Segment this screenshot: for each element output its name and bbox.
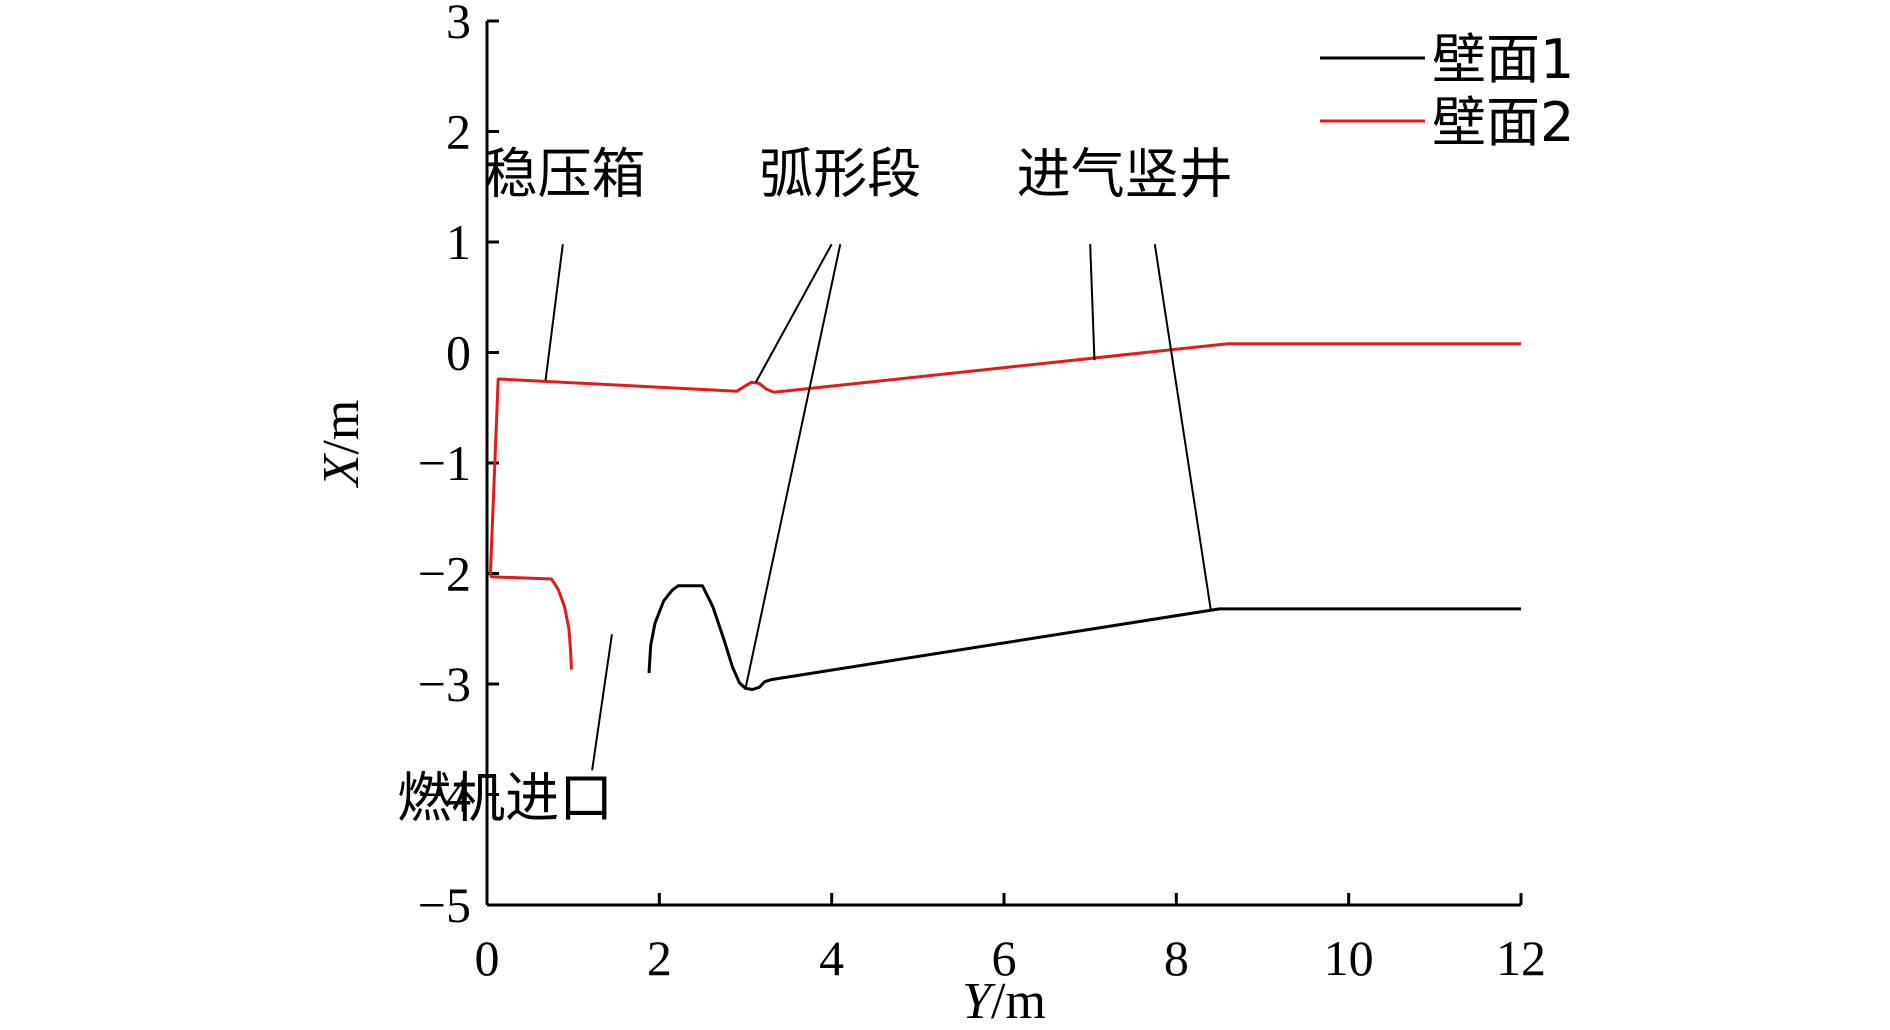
x-axis-title: Y/m	[962, 973, 1046, 1030]
leader-line-intake-shaft	[1089, 244, 1096, 361]
y-tick-label: 1	[446, 214, 471, 270]
x-tick-label: 0	[475, 930, 500, 986]
y-ticks: 3 2 1 0 −1 −2 −3 −4 −5	[418, 0, 499, 933]
x-ticks: 0 2 4 6 8 10 12	[475, 893, 1546, 986]
x-tick-label: 2	[647, 930, 672, 986]
x-tick-label: 10	[1324, 930, 1374, 986]
annotation-arc-section: 弧形段	[759, 142, 921, 205]
y-tick-label: −5	[418, 877, 471, 933]
y-axis-var: X	[313, 452, 370, 488]
annotation-pressure-box: 稳压箱	[484, 142, 646, 205]
y-axis-title: X/m	[313, 400, 370, 489]
series-line-wall-1	[647, 584, 1521, 691]
y-tick-label: 2	[446, 104, 471, 160]
x-axis-unit: /m	[991, 973, 1046, 1030]
leader-line-arc-section	[754, 243, 833, 383]
series-line-wall-2	[488, 342, 1521, 670]
y-tick-label: −3	[418, 656, 471, 712]
y-tick-label: 0	[446, 325, 471, 381]
legend: 壁面1 壁面2	[1320, 28, 1574, 154]
annotation-engine-inlet: 燃机进口	[397, 767, 613, 830]
y-tick-label: 3	[446, 0, 471, 49]
y-tick-label: −1	[418, 435, 471, 491]
y-tick-label: −4	[418, 767, 471, 823]
x-axis-var: Y	[962, 973, 996, 1030]
leader-line-arc-section	[744, 244, 842, 689]
leader-line-pressure-box	[544, 244, 564, 381]
y-axis-unit: /m	[313, 400, 370, 455]
x-tick-label: 6	[992, 930, 1017, 986]
annotation-intake-shaft: 进气竖井	[1017, 142, 1233, 205]
leader-line-intake-shaft	[1153, 244, 1212, 611]
leader-line-engine-inlet	[591, 634, 613, 771]
y-tick-label: −2	[418, 546, 471, 602]
x-tick-label: 8	[1164, 930, 1189, 986]
legend-label-wall-1: 壁面1	[1432, 28, 1574, 91]
x-tick-label: 4	[819, 930, 844, 986]
x-tick-label: 12	[1496, 930, 1546, 986]
series-layer	[488, 342, 1521, 691]
legend-label-wall-2: 壁面2	[1432, 91, 1574, 154]
